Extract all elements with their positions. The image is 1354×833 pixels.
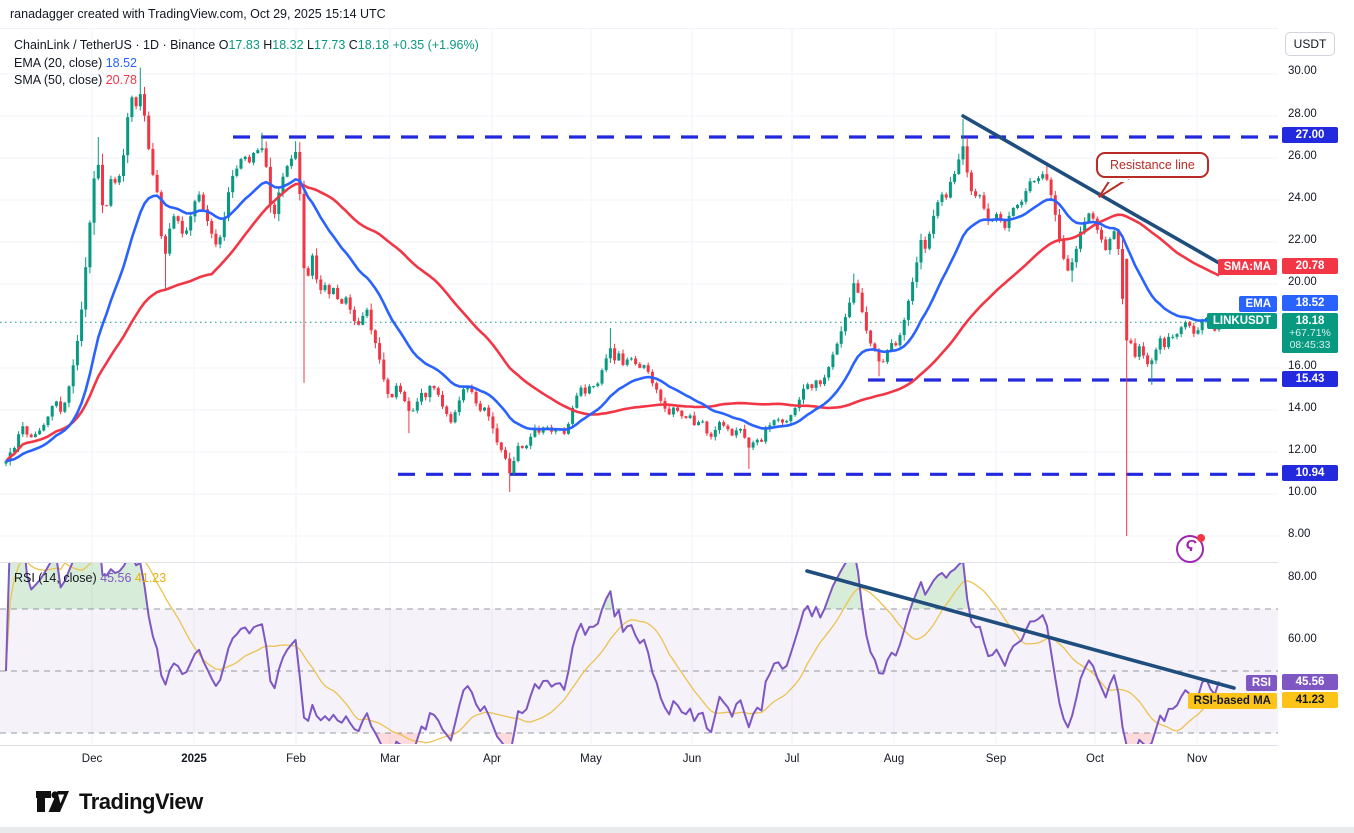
header-divider (0, 28, 1354, 29)
symbol-title: ChainLink / TetherUS · 1D · Binance (14, 38, 216, 52)
ohlc-close-value: 18.18 (357, 38, 390, 52)
price-axis[interactable]: USDT 30.00 28.00 26.00 24.00 22.00 20.00 16.00… (1278, 28, 1354, 773)
time-label-May: May (580, 753, 602, 765)
series-tag-rsi: RSI (1245, 675, 1277, 691)
time-label-2025: 2025 (181, 753, 207, 765)
flash-icon[interactable]: Ϛ (1176, 534, 1205, 563)
time-label-Apr: Apr (483, 753, 501, 765)
rsi-label: RSI (14, close) (14, 571, 97, 585)
time-label-Oct: Oct (1086, 753, 1104, 765)
time-label-Dec: Dec (81, 753, 103, 765)
ema-label: EMA (20, close) (14, 56, 103, 70)
ohlc-low-label: L (307, 38, 314, 52)
time-label-Jul: Jul (784, 753, 800, 765)
time-label-Mar: Mar (380, 753, 400, 765)
price-badge-18.52: 18.52 (1282, 295, 1338, 311)
lightning-bolt-icon: Ϛ (1183, 538, 1198, 555)
series-tag-linkusdt: LINKUSDT (1206, 313, 1277, 329)
change-value: +0.35 (+1.96%) (392, 38, 479, 52)
price-tick-label: 24.00 (1288, 192, 1317, 204)
rsi-ma-value: 41.23 (134, 571, 167, 585)
price-badge-41.23: 41.23 (1282, 692, 1338, 708)
tradingview-logo[interactable]: TradingView (36, 789, 203, 815)
series-tag-rsi-based-ma: RSI-based MA (1187, 693, 1277, 709)
price-tick-label: 14.00 (1288, 402, 1317, 414)
ohlc-high-value: 18.32 (272, 38, 304, 52)
price-tick-label: 12.00 (1288, 444, 1317, 456)
attribution-text: ranadagger created with TradingView.com,… (10, 7, 386, 21)
time-label-Nov: Nov (1186, 753, 1208, 765)
tradingview-logo-text: TradingView (79, 789, 203, 814)
price-tick-label: 26.00 (1288, 150, 1317, 162)
price-badge-10.94: 10.94 (1282, 465, 1338, 481)
price-tick-label: 8.00 (1288, 528, 1311, 540)
time-label-Feb: Feb (286, 753, 306, 765)
notification-dot (1197, 534, 1205, 542)
pane-divider (0, 562, 1354, 563)
price-tick-label: 30.00 (1288, 65, 1317, 77)
series-tag-ema: EMA (1239, 296, 1277, 312)
symbol-legend[interactable]: ChainLink / TetherUS · 1D · Binance O17.… (14, 38, 479, 52)
series-tag-sma-ma: SMA:MA (1217, 259, 1277, 275)
resistance-callout[interactable]: Resistance line (1096, 152, 1209, 178)
sma-label: SMA (50, close) (14, 73, 103, 87)
price-badge-27.00: 27.00 (1282, 127, 1338, 143)
time-axis-divider (0, 745, 1354, 746)
rsi-legend[interactable]: RSI (14, close) 45.56 41.23 (14, 571, 166, 585)
ohlc-low-value: 17.73 (314, 38, 346, 52)
tradingview-logo-mark (36, 791, 69, 812)
ema-value: 18.52 (105, 56, 137, 70)
price-tick-label: 80.00 (1288, 571, 1317, 583)
time-label-Sep: Sep (985, 753, 1007, 765)
sma-legend[interactable]: SMA (50, close) 20.78 (14, 73, 137, 87)
price-tick-label: 60.00 (1288, 633, 1317, 645)
rsi-value: 45.56 (100, 571, 132, 585)
price-tick-label: 20.00 (1288, 276, 1317, 288)
price-tick-label: 16.00 (1288, 360, 1317, 372)
ema-legend[interactable]: EMA (20, close) 18.52 (14, 56, 137, 70)
sma-value: 20.78 (105, 73, 137, 87)
price-badge-45.56: 45.56 (1282, 674, 1338, 690)
bottom-strip (0, 827, 1354, 833)
price-tick-label: 28.00 (1288, 108, 1317, 120)
ohlc-open-label: O (218, 38, 229, 52)
currency-unit-button[interactable]: USDT (1285, 32, 1335, 56)
time-axis[interactable]: Dec 2025 Feb Mar Apr May Jun Jul Aug Sep Oct Nov (0, 746, 1354, 774)
time-label-Aug: Aug (883, 753, 905, 765)
price-badge-20.78: 20.78 (1282, 258, 1338, 274)
ohlc-open-value: 17.83 (228, 38, 260, 52)
price-tick-label: 22.00 (1288, 234, 1317, 246)
time-label-Jun: Jun (682, 753, 702, 765)
ohlc-high-label: H (263, 38, 273, 52)
price-badge-15.43: 15.43 (1282, 371, 1338, 387)
price-badge-18.18: 18.18 +67.71% 08:45:33 (1282, 313, 1338, 353)
ohlc-close-label: C (348, 38, 358, 52)
price-tick-label: 10.00 (1288, 486, 1317, 498)
